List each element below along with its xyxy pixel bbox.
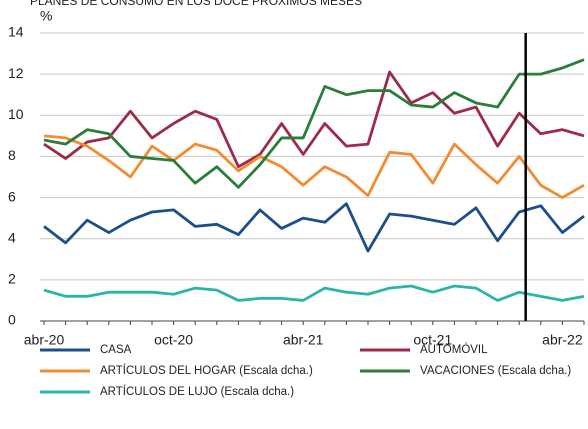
y-tick-label: 6	[8, 188, 16, 204]
y-tick-label: 12	[8, 65, 24, 81]
y-tick-label: 14	[8, 24, 24, 40]
legend-label: ARTÍCULOS DEL HOGAR (Escala dcha.)	[100, 364, 313, 377]
series-line	[43, 58, 585, 189]
x-tick-label: oct-21	[413, 332, 452, 348]
x-tick-label: oct-20	[154, 332, 193, 348]
series-line	[43, 134, 585, 199]
series-line	[43, 70, 585, 169]
y-tick-label: 4	[8, 229, 16, 245]
legend-label: AUTOMÓVIL	[420, 343, 488, 356]
series-line	[43, 202, 585, 253]
y-tick-label: 10	[8, 106, 24, 122]
legend-label: CASA	[100, 344, 132, 356]
y-tick-label: 8	[8, 147, 16, 163]
x-tick-label: abr-20	[24, 332, 65, 348]
chart-title: PLANES DE CONSUMO EN LOS DOCE PRÓXIMOS M…	[30, 0, 362, 8]
x-tick-label: abr-21	[283, 332, 324, 348]
x-tick-label: abr-22	[542, 332, 583, 348]
y-axis-label: %	[40, 8, 52, 24]
y-tick-label: 2	[8, 271, 16, 287]
legend-label: ARTÍCULOS DE LUJO (Escala dcha.)	[100, 385, 294, 398]
series-line	[43, 284, 585, 302]
legend-label: VACACIONES (Escala dcha.)	[420, 365, 571, 377]
y-tick-label: 0	[8, 312, 16, 328]
